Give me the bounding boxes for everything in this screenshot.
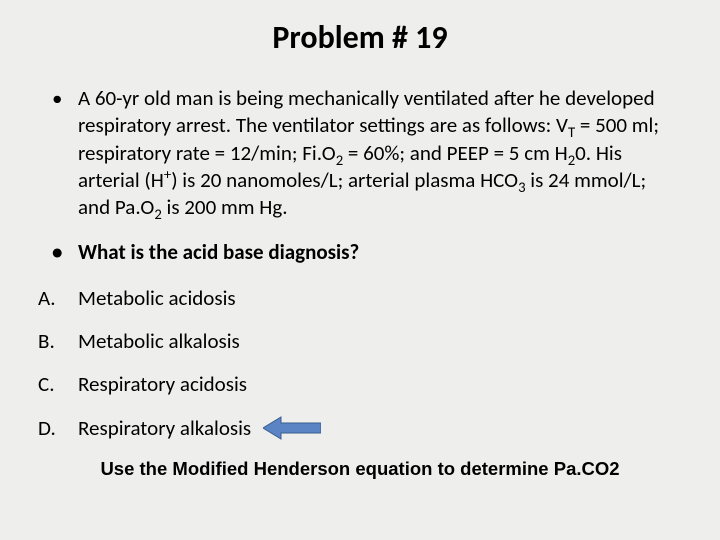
- footer-hint: Use the Modified Henderson equation to d…: [38, 458, 682, 480]
- bullet-list: A 60-yr old man is being mechanically ve…: [38, 85, 682, 267]
- option-a: Metabolic acidosis: [38, 285, 682, 312]
- option-c: Respiratory acidosis: [38, 371, 682, 398]
- scenario-text-7: is 200 mm Hg.: [162, 194, 288, 220]
- option-b: Metabolic alkalosis: [38, 328, 682, 355]
- hco3-subscript: 3: [518, 178, 525, 196]
- scenario-text-5: ) is 20 nanomoles/L; arterial plasma HCO: [171, 167, 518, 193]
- question-bullet: What is the acid base diagnosis?: [38, 239, 682, 266]
- slide-title: Problem # 19: [38, 18, 682, 57]
- answer-arrow-icon: [263, 416, 321, 440]
- scenario-bullet: A 60-yr old man is being mechanically ve…: [38, 85, 682, 221]
- option-d: Respiratory alkalosis: [38, 415, 682, 442]
- option-d-label: Respiratory alkalosis: [78, 415, 251, 442]
- options-list: Metabolic acidosis Metabolic alkalosis R…: [38, 285, 682, 442]
- scenario-text-3: = 60%; and PEEP = 5 cm H: [343, 140, 568, 166]
- pao2-subscript: 2: [154, 205, 161, 223]
